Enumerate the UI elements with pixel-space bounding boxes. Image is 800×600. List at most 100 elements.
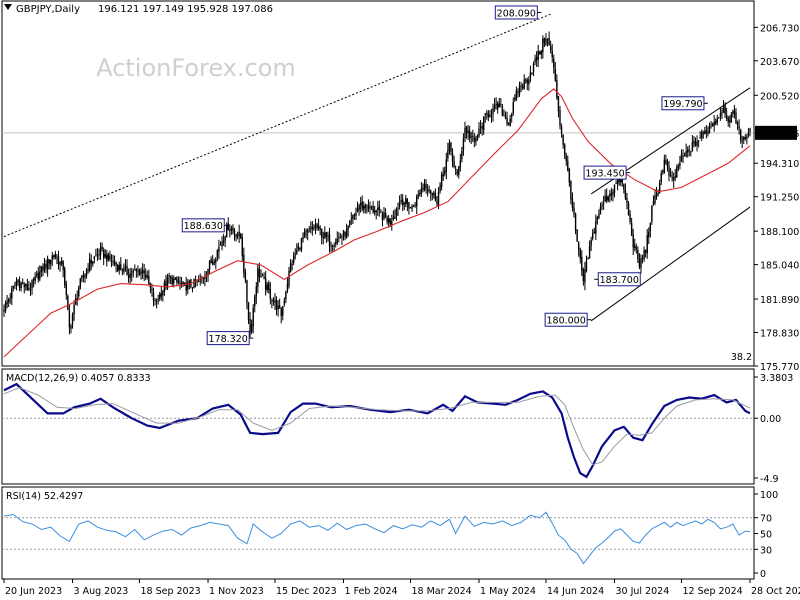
candle — [3, 304, 5, 317]
candle — [168, 272, 170, 284]
candle — [606, 188, 608, 204]
candle — [264, 271, 267, 296]
candle — [387, 215, 390, 228]
candle — [341, 234, 343, 246]
candle — [297, 242, 300, 252]
candle — [630, 218, 633, 237]
candle — [42, 263, 44, 277]
candle — [632, 228, 634, 256]
candle — [81, 274, 83, 283]
fib-level-label: 38.2 — [731, 352, 752, 363]
candle — [29, 282, 32, 296]
candle — [383, 206, 385, 221]
candle — [462, 133, 465, 156]
candle — [43, 257, 46, 273]
candle — [216, 249, 219, 262]
annotation-label: 193.450 — [585, 168, 624, 179]
trendline — [3, 13, 553, 238]
time-tick-label: 14 Jun 2024 — [547, 586, 604, 597]
candle — [299, 247, 301, 252]
candle — [394, 209, 396, 220]
candle — [531, 72, 533, 75]
candle — [676, 164, 678, 178]
rsi-panel[interactable] — [1, 486, 755, 580]
candle — [492, 103, 494, 122]
candle — [330, 241, 332, 253]
candle — [451, 148, 454, 168]
candle — [176, 276, 178, 287]
candle — [680, 149, 683, 162]
candle — [722, 100, 725, 113]
candle — [392, 210, 395, 221]
candle — [289, 259, 292, 273]
price-panel[interactable] — [1, 0, 755, 367]
candle — [319, 225, 321, 236]
candle — [515, 86, 518, 102]
candle — [697, 140, 700, 148]
candle — [230, 225, 233, 235]
candle — [252, 304, 254, 334]
candle — [687, 146, 689, 158]
candle — [261, 273, 264, 277]
candle — [15, 277, 18, 291]
candle — [495, 97, 497, 110]
candle — [683, 152, 686, 157]
candle — [185, 276, 187, 296]
candle — [272, 297, 275, 306]
candle — [93, 255, 96, 264]
candle — [187, 279, 189, 295]
macd-tick-label: -4.9 — [760, 474, 779, 485]
candle — [604, 189, 606, 202]
candle — [736, 120, 739, 131]
candle — [425, 179, 427, 194]
candle — [104, 249, 106, 259]
candle — [115, 261, 117, 273]
candle — [682, 149, 684, 164]
rsi-title: RSI(14) 52.4297 — [6, 491, 83, 502]
candle — [201, 275, 203, 284]
candle — [725, 107, 728, 122]
candle — [511, 112, 513, 123]
macd-panel[interactable] — [1, 368, 755, 485]
candle — [598, 209, 600, 220]
candle — [526, 77, 528, 91]
candle — [738, 119, 740, 135]
macd-title: MACD(12,26,9) 0.4057 0.8333 — [6, 373, 151, 384]
candle — [68, 304, 71, 335]
candle — [553, 54, 555, 74]
candle — [282, 305, 284, 321]
candle — [269, 282, 272, 305]
price-annotations: 208.090 199.790 188.630 193.450 178.320 183.7… — [181, 5, 752, 363]
candle — [219, 241, 222, 246]
candle — [484, 113, 486, 123]
rsi-tick-label: 0 — [760, 569, 766, 580]
candle — [46, 255, 49, 277]
candle — [347, 225, 349, 237]
candle — [507, 122, 510, 126]
time-tick-label: 1 Nov 2023 — [209, 586, 264, 597]
candle — [433, 190, 435, 199]
candle — [556, 74, 558, 100]
candle — [88, 252, 91, 273]
candle — [428, 185, 430, 194]
candle — [152, 287, 155, 307]
candle — [221, 236, 223, 251]
candle — [688, 145, 690, 157]
candle — [208, 260, 211, 275]
candle — [596, 215, 599, 225]
candle — [440, 171, 443, 191]
time-tick-label: 18 Mar 2024 — [411, 586, 471, 597]
candle — [369, 201, 371, 215]
candle — [545, 32, 547, 46]
macd-axis: 3.3803 0.00 -4.9 — [754, 373, 793, 485]
candle — [159, 291, 161, 302]
candle — [215, 256, 217, 270]
candle — [453, 155, 455, 169]
candle — [305, 228, 307, 239]
price-tick-label: 178.830 — [760, 329, 799, 340]
candle — [149, 282, 152, 294]
candle — [417, 190, 419, 200]
candle — [582, 267, 585, 286]
candle — [721, 107, 723, 119]
